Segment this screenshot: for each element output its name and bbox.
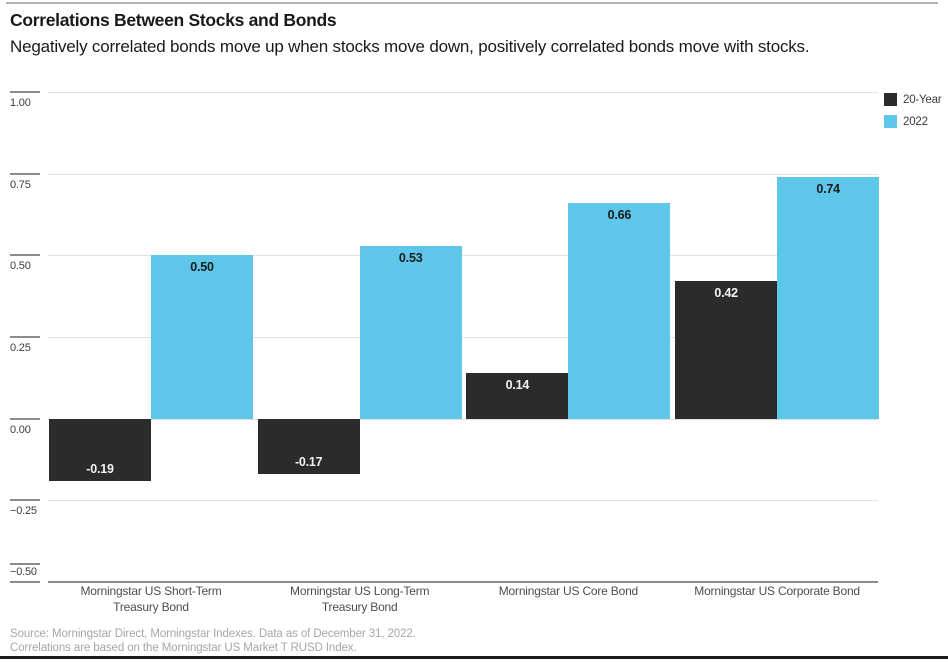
legend-label: 20-Year <box>903 93 942 106</box>
bottom-rule <box>0 656 948 659</box>
y-tick-rule <box>10 254 40 257</box>
legend-item: 2022 <box>884 115 928 128</box>
x-axis-line <box>48 581 878 583</box>
bar-value-label: -0.17 <box>294 455 323 470</box>
bar-value-label: 0.66 <box>607 208 632 223</box>
x-category-label: Morningstar US Corporate Bond <box>694 584 860 598</box>
bar-value-label: 0.50 <box>190 260 214 275</box>
y-tick-label: 0.75 <box>10 178 31 191</box>
y-tick-rule <box>10 499 40 502</box>
bar-value-label: 0.74 <box>816 181 840 196</box>
gridline <box>48 92 878 93</box>
source-note: Source: Morningstar Direct, Morningstar … <box>10 628 416 640</box>
bar-value-label: 0.14 <box>505 377 530 392</box>
y-tick-label: 0.25 <box>10 342 31 354</box>
y-tick-label: −0.50 <box>10 566 37 578</box>
y-tick-rule <box>10 417 40 420</box>
y-tick-label: −0.25 <box>10 505 37 518</box>
bar-value-label: 0.42 <box>714 286 738 301</box>
legend-item: 20-Year <box>884 93 942 106</box>
top-rule <box>6 2 938 4</box>
bar-2022 <box>151 255 253 419</box>
gridline <box>48 418 878 420</box>
gridline <box>48 173 878 175</box>
page-subtitle: Negatively correlated bonds move up when… <box>10 37 810 56</box>
y-tick-rule <box>10 91 40 93</box>
bar-20-year <box>49 418 151 481</box>
bar-2022 <box>359 245 462 419</box>
y-tick-label: 1.00 <box>10 97 31 109</box>
bar-value-label: -0.19 <box>86 461 114 476</box>
y-tick-label: 0.00 <box>10 423 31 436</box>
y-tick-label: 0.50 <box>10 260 31 273</box>
legend-swatch-2022 <box>884 115 897 128</box>
y-tick-rule <box>10 563 40 565</box>
gridline <box>48 500 878 502</box>
bar-20-year <box>466 372 569 419</box>
bar-2022 <box>777 176 880 419</box>
bar-2022 <box>568 203 671 419</box>
x-category-label: Morningstar US Long-Term Treasury Bond <box>290 584 430 614</box>
bar-20-year <box>257 418 360 475</box>
gridline <box>48 337 878 338</box>
legend-swatch-20-year <box>884 93 897 106</box>
y-tick-rule <box>10 172 40 175</box>
page-title: Correlations Between Stocks and Bonds <box>10 10 337 30</box>
y-tick-rule <box>10 581 40 583</box>
legend-label: 2022 <box>903 115 928 128</box>
x-category-label: Morningstar US Core Bond <box>498 584 639 598</box>
bar-20-year <box>675 281 778 419</box>
gridline <box>48 255 878 257</box>
methodology-note: Correlations are based on the Morningsta… <box>10 642 357 654</box>
y-tick-rule <box>10 336 40 338</box>
bar-value-label: 0.53 <box>398 250 423 265</box>
x-category-label: Morningstar US Short-Term Treasury Bond <box>80 584 222 614</box>
